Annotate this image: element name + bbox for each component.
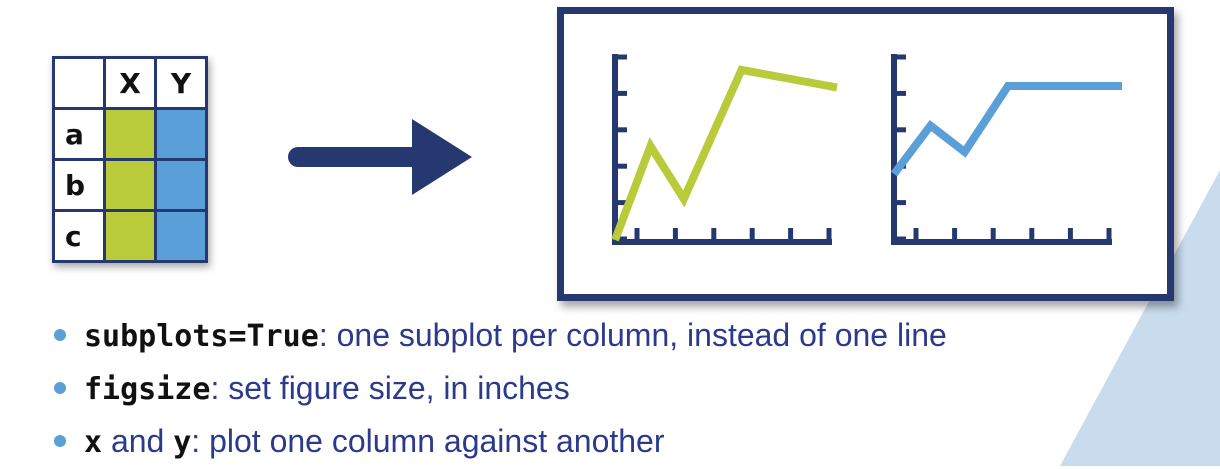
bullet-code: subplots=True: [84, 319, 319, 354]
series-line: [890, 82, 1122, 177]
table-row: b: [52, 158, 208, 212]
table-row: a: [52, 107, 208, 161]
table-row: c: [52, 209, 208, 263]
bullet-list: subplots=True: one subplot per column, i…: [54, 310, 947, 469]
row-label-b: b: [52, 158, 106, 212]
bullet-dot: [54, 329, 66, 341]
right-arrow-icon: [288, 119, 472, 195]
bullet-text: : one subplot per column, instead of one…: [318, 317, 947, 353]
data-table-illustration: X Y a b c: [52, 56, 208, 263]
y-cell: [154, 158, 208, 212]
subplots-chart: [611, 54, 1122, 245]
row-label-c: c: [52, 209, 106, 263]
series-line: [611, 65, 838, 242]
bullet-text: : plot one column against another: [191, 423, 665, 459]
table-corner-cell: [52, 56, 106, 110]
bullet-code: x: [84, 425, 103, 460]
bullet-subplots: subplots=True: one subplot per column, i…: [54, 310, 947, 363]
bullet-dot: [54, 382, 66, 394]
y-cell: [154, 107, 208, 161]
column-header-x: X: [103, 56, 157, 110]
data-table: X Y a b c: [52, 56, 208, 263]
bullet-code: y: [173, 425, 192, 460]
x-cell: [103, 107, 157, 161]
y-cell: [154, 209, 208, 263]
subplot-1: [611, 54, 838, 245]
table-header-row: X Y: [52, 56, 208, 110]
bullet-text: and: [102, 423, 174, 459]
bullet-code: figsize: [84, 372, 211, 407]
x-cell: [103, 158, 157, 212]
subplot-2: [890, 54, 1122, 245]
bullet-figsize: figsize: set figure size, in inches: [54, 363, 947, 416]
x-cell: [103, 209, 157, 263]
bullet-dot: [54, 435, 66, 447]
row-label-a: a: [52, 107, 106, 161]
bullet-x-and-y: x and y: plot one column against another: [54, 416, 947, 469]
bullet-text: : set figure size, in inches: [210, 370, 570, 406]
subplots-panel: [557, 7, 1174, 301]
column-header-y: Y: [154, 56, 208, 110]
